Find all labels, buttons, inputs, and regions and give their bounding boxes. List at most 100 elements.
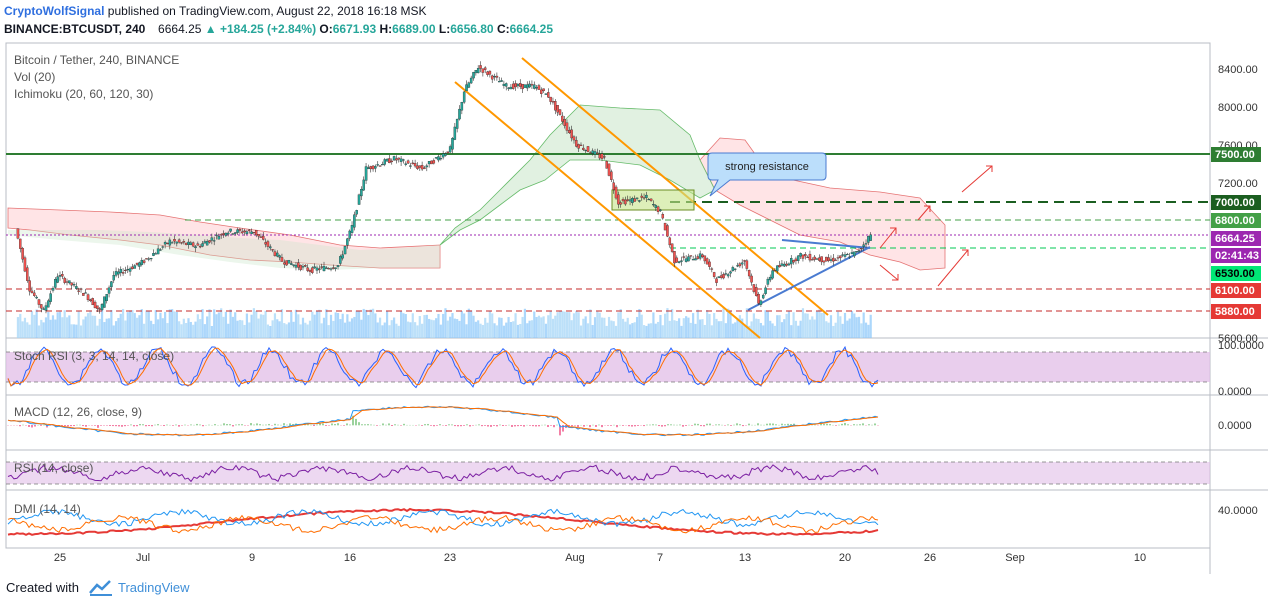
volume-bar — [238, 319, 241, 338]
volume-bar — [678, 318, 681, 338]
macd-histogram-bar — [181, 425, 183, 426]
volume-bar — [341, 313, 344, 338]
macd-histogram-bar — [748, 423, 750, 426]
volume-bar — [86, 313, 90, 338]
tradingview-logo-icon[interactable] — [88, 577, 114, 599]
macd-histogram-bar — [502, 425, 504, 427]
candle-body — [516, 84, 520, 87]
channel-lower-line[interactable] — [454, 81, 761, 339]
volume-bar — [336, 312, 340, 338]
label-7500-bg — [1211, 147, 1261, 162]
volume-bar — [210, 325, 213, 338]
macd-histogram-bar — [607, 425, 609, 426]
candle-body — [705, 258, 709, 265]
candle-body — [89, 299, 92, 302]
candle-body — [502, 83, 506, 86]
volume-bar — [42, 322, 45, 338]
stoch-axis-0: 0.0000 — [1218, 386, 1252, 398]
author-link[interactable]: CryptoWolfSignal — [4, 4, 105, 18]
time-label: 25 — [54, 552, 66, 564]
candle-body — [21, 247, 24, 260]
volume-bar — [748, 325, 751, 338]
candle-body — [374, 166, 377, 169]
macd-histogram-bar — [661, 425, 663, 427]
volume-bar — [535, 317, 538, 338]
price-level-labels: 7500.00 7000.00 6800.00 6664.25 02:41:43… — [1211, 147, 1261, 319]
volume-bar — [28, 324, 31, 338]
candle-body — [33, 292, 36, 296]
volume-bar — [671, 308, 674, 338]
volume-bar — [271, 320, 274, 338]
volume-bar — [495, 325, 498, 338]
volume-bar — [526, 323, 529, 338]
candle-body — [591, 150, 594, 154]
time-axis[interactable]: 25 Jul 9 16 23 Aug 7 13 20 26 Sep 10 — [54, 552, 1146, 564]
candle-body — [563, 119, 566, 126]
volume-bar — [283, 323, 286, 338]
macd-histogram-bar — [199, 424, 201, 426]
macd-histogram-bar — [727, 424, 729, 426]
legend-stoch-rsi: Stoch RSI (3, 3, 14, 14, close) — [14, 349, 174, 363]
candle-body — [462, 91, 466, 103]
candle-body — [294, 264, 298, 268]
candle-body — [780, 263, 784, 266]
candle-body — [215, 234, 218, 236]
volume-bar — [822, 312, 826, 338]
candle-body — [276, 252, 279, 257]
macd-histogram-bar — [499, 424, 501, 426]
falling-trendline[interactable] — [781, 239, 871, 249]
candle-body — [42, 308, 45, 310]
callout-bubble — [707, 152, 827, 197]
candle-body — [19, 238, 22, 249]
macd-histogram-bar — [457, 425, 459, 427]
volume-bar — [640, 314, 643, 338]
candle-body — [495, 75, 499, 78]
legend-rsi: RSI (14, close) — [14, 461, 93, 475]
volume-bar — [738, 315, 741, 338]
candle-body — [535, 87, 538, 89]
macd-histogram-bar — [532, 425, 534, 427]
volume-bar — [598, 312, 601, 338]
volume-bar — [530, 320, 534, 338]
volume-bar — [91, 315, 94, 338]
macd-histogram-bar — [49, 425, 51, 426]
candle-body — [565, 122, 569, 131]
candle-body — [549, 96, 552, 102]
macd-histogram-bar — [403, 423, 405, 426]
symbol-name[interactable]: BINANCE:BTCUSDT, 240 — [4, 22, 146, 36]
strong-resistance-callout[interactable]: strong resistance — [707, 152, 827, 197]
macd-histogram-bar — [430, 425, 432, 426]
candle-body — [689, 255, 693, 257]
volume-bar — [850, 311, 854, 338]
volume-bar — [862, 312, 865, 338]
candle-body — [558, 109, 562, 115]
candle-body — [100, 304, 104, 310]
label-countdown-bg — [1211, 248, 1261, 263]
volume-bar — [544, 323, 548, 338]
candle-body — [869, 234, 872, 241]
volume-bar — [257, 318, 260, 338]
volume-bar — [70, 324, 73, 338]
volume-bar — [780, 322, 784, 338]
macd-histogram-bar — [424, 424, 426, 426]
candle-body — [773, 269, 777, 272]
candle-body — [229, 228, 232, 232]
volume-bar — [196, 314, 199, 338]
macd-histogram-bar — [274, 423, 276, 426]
candle-body — [804, 254, 807, 257]
volume-bar — [680, 325, 683, 338]
candle-body — [455, 118, 459, 129]
volume-bar — [168, 309, 171, 338]
chart-canvas[interactable]: strong resistance Bitcoin / Tether, 240,… — [0, 40, 1274, 574]
volume-bar — [589, 309, 592, 338]
candle-body — [684, 258, 688, 262]
tradingview-brand-link[interactable]: TradingView — [118, 580, 190, 595]
macd-histogram-bar — [319, 423, 321, 426]
volume-bar — [297, 314, 300, 338]
candle-body — [764, 287, 767, 294]
volume-bar — [371, 308, 375, 338]
macd-histogram-bar — [28, 425, 30, 428]
volume-bar — [759, 322, 762, 338]
macd-histogram-bar — [85, 425, 87, 427]
macd-histogram-bar — [742, 425, 744, 427]
